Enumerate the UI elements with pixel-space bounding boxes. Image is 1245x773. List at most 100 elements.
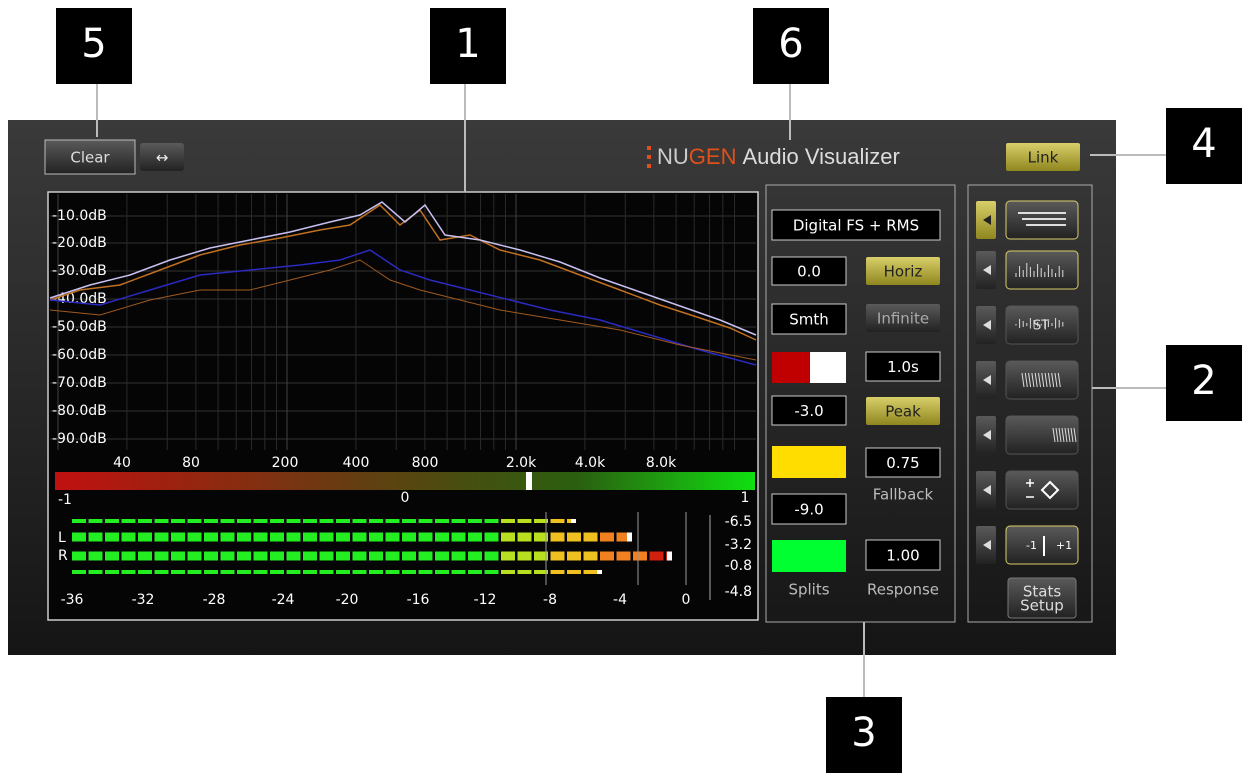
meter-scale-label: -32 [132, 592, 155, 608]
peak-label: Peak [885, 403, 921, 421]
meter-segment [237, 570, 251, 574]
arrow-icon [983, 430, 991, 440]
horiz-label: Horiz [884, 263, 923, 281]
mode-select[interactable] [771, 209, 941, 241]
meter-segment [567, 570, 581, 574]
meter-segment [534, 570, 548, 574]
meter-segment [286, 570, 301, 574]
meter-segment [583, 532, 598, 542]
x-axis-label: 80 [182, 455, 200, 471]
meter-scale-label: 0 [682, 592, 691, 608]
hold-label: 1.0s [887, 358, 919, 376]
meter-segment [600, 532, 614, 542]
meter-segment [121, 532, 136, 542]
response-value-control[interactable] [865, 539, 941, 571]
meter-segment [484, 532, 499, 542]
icon-diamond [1040, 480, 1060, 500]
link-button[interactable] [1006, 143, 1080, 171]
clear-label: Clear [70, 149, 110, 167]
split-low-control[interactable] [771, 493, 847, 525]
meter-segment [435, 532, 449, 542]
icon-hatch [1047, 372, 1051, 388]
spectrum-curve-left-avg [49, 259, 757, 361]
split-low-label: -9.0 [794, 501, 823, 519]
y-axis-label: -30.0dB [52, 263, 107, 279]
meter-segment [583, 551, 598, 561]
meter-segment [319, 519, 334, 523]
view-button[interactable] [1005, 525, 1079, 565]
view-button[interactable] [1005, 305, 1079, 345]
meter-segment [154, 551, 169, 561]
x-axis-label: 8.0k [646, 455, 677, 471]
offset-control[interactable] [771, 256, 847, 286]
meter-scale-label: -36 [61, 592, 84, 608]
arrow-icon [983, 485, 991, 495]
meter-segment [72, 532, 86, 542]
meter-segment [550, 532, 565, 542]
meter-segment [336, 519, 350, 523]
meter-segment [583, 570, 598, 574]
meter-segment [187, 532, 202, 542]
y-axis-label: -80.0dB [52, 403, 107, 419]
peak-control[interactable] [866, 397, 940, 425]
meter-segment [468, 519, 482, 523]
meter-segment [633, 551, 647, 561]
icon-hatch [1028, 372, 1032, 388]
hold-control[interactable] [865, 351, 941, 382]
fallback-value-control[interactable] [865, 447, 941, 478]
meter-segment [270, 551, 284, 561]
stats-setup-button[interactable] [1007, 577, 1077, 619]
splits-label: Splits [788, 581, 829, 599]
y-axis-label: -10.0dB [52, 208, 107, 224]
meter-segment [600, 551, 614, 561]
settings-controls: 0.0 Smth -3.0 -9.0 Horiz Infinite 1.0s Peak 0.75… [771, 256, 941, 571]
callout-number: 4 [1191, 121, 1216, 167]
icon-hatch [1044, 372, 1048, 388]
meter-segment [171, 570, 185, 574]
meter-segment [534, 519, 548, 523]
split-high-control[interactable] [771, 395, 847, 426]
meter-segment [435, 551, 449, 561]
level-meters: LR -6.5 -3.2 -0.8 -4.8 -36 -32 -28 -24 -20 -16 -12 -… [58, 512, 752, 608]
meter-segment [105, 551, 119, 561]
y-axis-label: -70.0dB [52, 375, 107, 391]
horiz-control[interactable] [866, 257, 940, 285]
meter-segment [418, 551, 433, 561]
logo-brand-b: GEN [689, 144, 737, 169]
meter-scale-label: -4 [613, 592, 627, 608]
meter-segment [88, 519, 103, 523]
meter-segment [171, 551, 185, 561]
view-button[interactable] [1005, 415, 1079, 455]
meter-segment [138, 570, 152, 574]
meter-segment [451, 532, 466, 542]
view-button[interactable] [1005, 360, 1079, 400]
correlation-indicator [526, 472, 532, 490]
meter-segment [121, 519, 136, 523]
color-swatch-red[interactable] [772, 352, 810, 383]
clear-button[interactable] [44, 139, 136, 175]
color-swatch-white[interactable] [810, 352, 846, 383]
callout-number: 1 [455, 21, 480, 67]
correlation-meter [55, 472, 755, 490]
smoothing-control[interactable] [771, 303, 847, 335]
icon-hatch [1034, 372, 1038, 388]
color-swatch-green[interactable] [772, 540, 846, 572]
x-axis-label: 4.0k [575, 455, 606, 471]
callout-box [56, 8, 132, 84]
meter-segment [237, 551, 251, 561]
color-swatch-yellow[interactable] [772, 446, 846, 478]
meter-segment [468, 551, 482, 561]
infinite-control[interactable] [866, 304, 940, 332]
channel-label: R [58, 548, 68, 564]
meter-segment [567, 551, 581, 561]
meter-segment [468, 570, 482, 574]
meter-segment [303, 570, 317, 574]
view-button[interactable] [1005, 250, 1079, 290]
meter-segment [435, 519, 449, 523]
icon-hatch [1067, 427, 1071, 443]
meter-segment [204, 519, 218, 523]
meter-segment [369, 532, 383, 542]
swap-button[interactable] [140, 143, 184, 171]
meter-segment [154, 532, 169, 542]
